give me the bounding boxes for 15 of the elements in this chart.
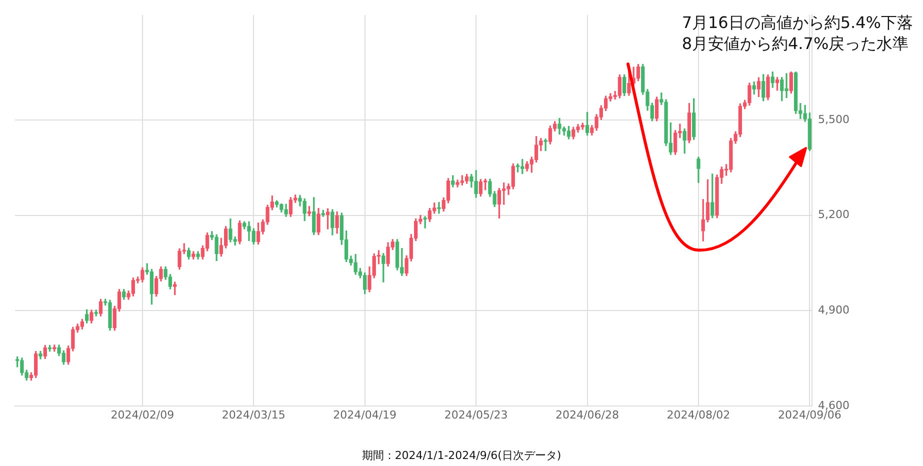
y-tick-label: 5,200	[818, 208, 850, 222]
y-tick-label: 4,600	[818, 398, 850, 412]
candlestick	[544, 138, 548, 152]
y-tick-label: 5,500	[818, 112, 850, 126]
x-tick-label: 2024/04/19	[333, 408, 397, 422]
x-tick-label: 2024/05/23	[444, 408, 508, 422]
y-tick-label: 4,900	[818, 303, 850, 316]
x-tick-label: 2024/03/15	[222, 408, 286, 422]
x-tick-label: 2024/08/02	[666, 408, 730, 422]
text: 期間：2024/1/1-2024/9/6(日次データ)	[360, 448, 562, 463]
annotation: 8月安値から約4.7%戻った水準	[682, 33, 910, 54]
annotation: 7月16日の高値から約5.4%下落	[682, 12, 913, 33]
x-tick-label: 2024/06/28	[556, 408, 619, 422]
x-tick-label: 2024/02/09	[110, 408, 174, 422]
candlestick	[437, 202, 441, 214]
